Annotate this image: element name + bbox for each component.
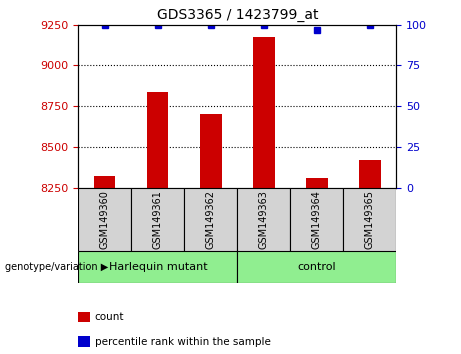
Text: GSM149363: GSM149363	[259, 190, 269, 249]
Bar	[343, 188, 396, 251]
Bar	[200, 114, 221, 188]
Text: GSM149365: GSM149365	[365, 190, 375, 249]
Bar	[95, 176, 115, 188]
Bar	[78, 188, 131, 251]
Bar	[184, 188, 237, 251]
Title: GDS3365 / 1423799_at: GDS3365 / 1423799_at	[157, 8, 318, 22]
Bar	[148, 92, 169, 188]
Text: percentile rank within the sample: percentile rank within the sample	[95, 337, 271, 347]
Bar	[237, 251, 396, 283]
Bar	[131, 188, 184, 251]
Text: GSM149361: GSM149361	[153, 190, 163, 249]
Bar	[290, 188, 343, 251]
Bar	[78, 251, 237, 283]
Bar	[237, 188, 290, 251]
Bar	[306, 178, 327, 188]
Text: Harlequin mutant: Harlequin mutant	[109, 262, 207, 272]
Text: GSM149364: GSM149364	[312, 190, 322, 249]
Bar	[360, 160, 381, 188]
Text: GSM149360: GSM149360	[100, 190, 110, 249]
Text: GSM149362: GSM149362	[206, 190, 216, 249]
Text: genotype/variation ▶: genotype/variation ▶	[5, 262, 108, 272]
Text: count: count	[95, 312, 124, 322]
Bar	[253, 37, 274, 188]
Text: control: control	[298, 262, 336, 272]
